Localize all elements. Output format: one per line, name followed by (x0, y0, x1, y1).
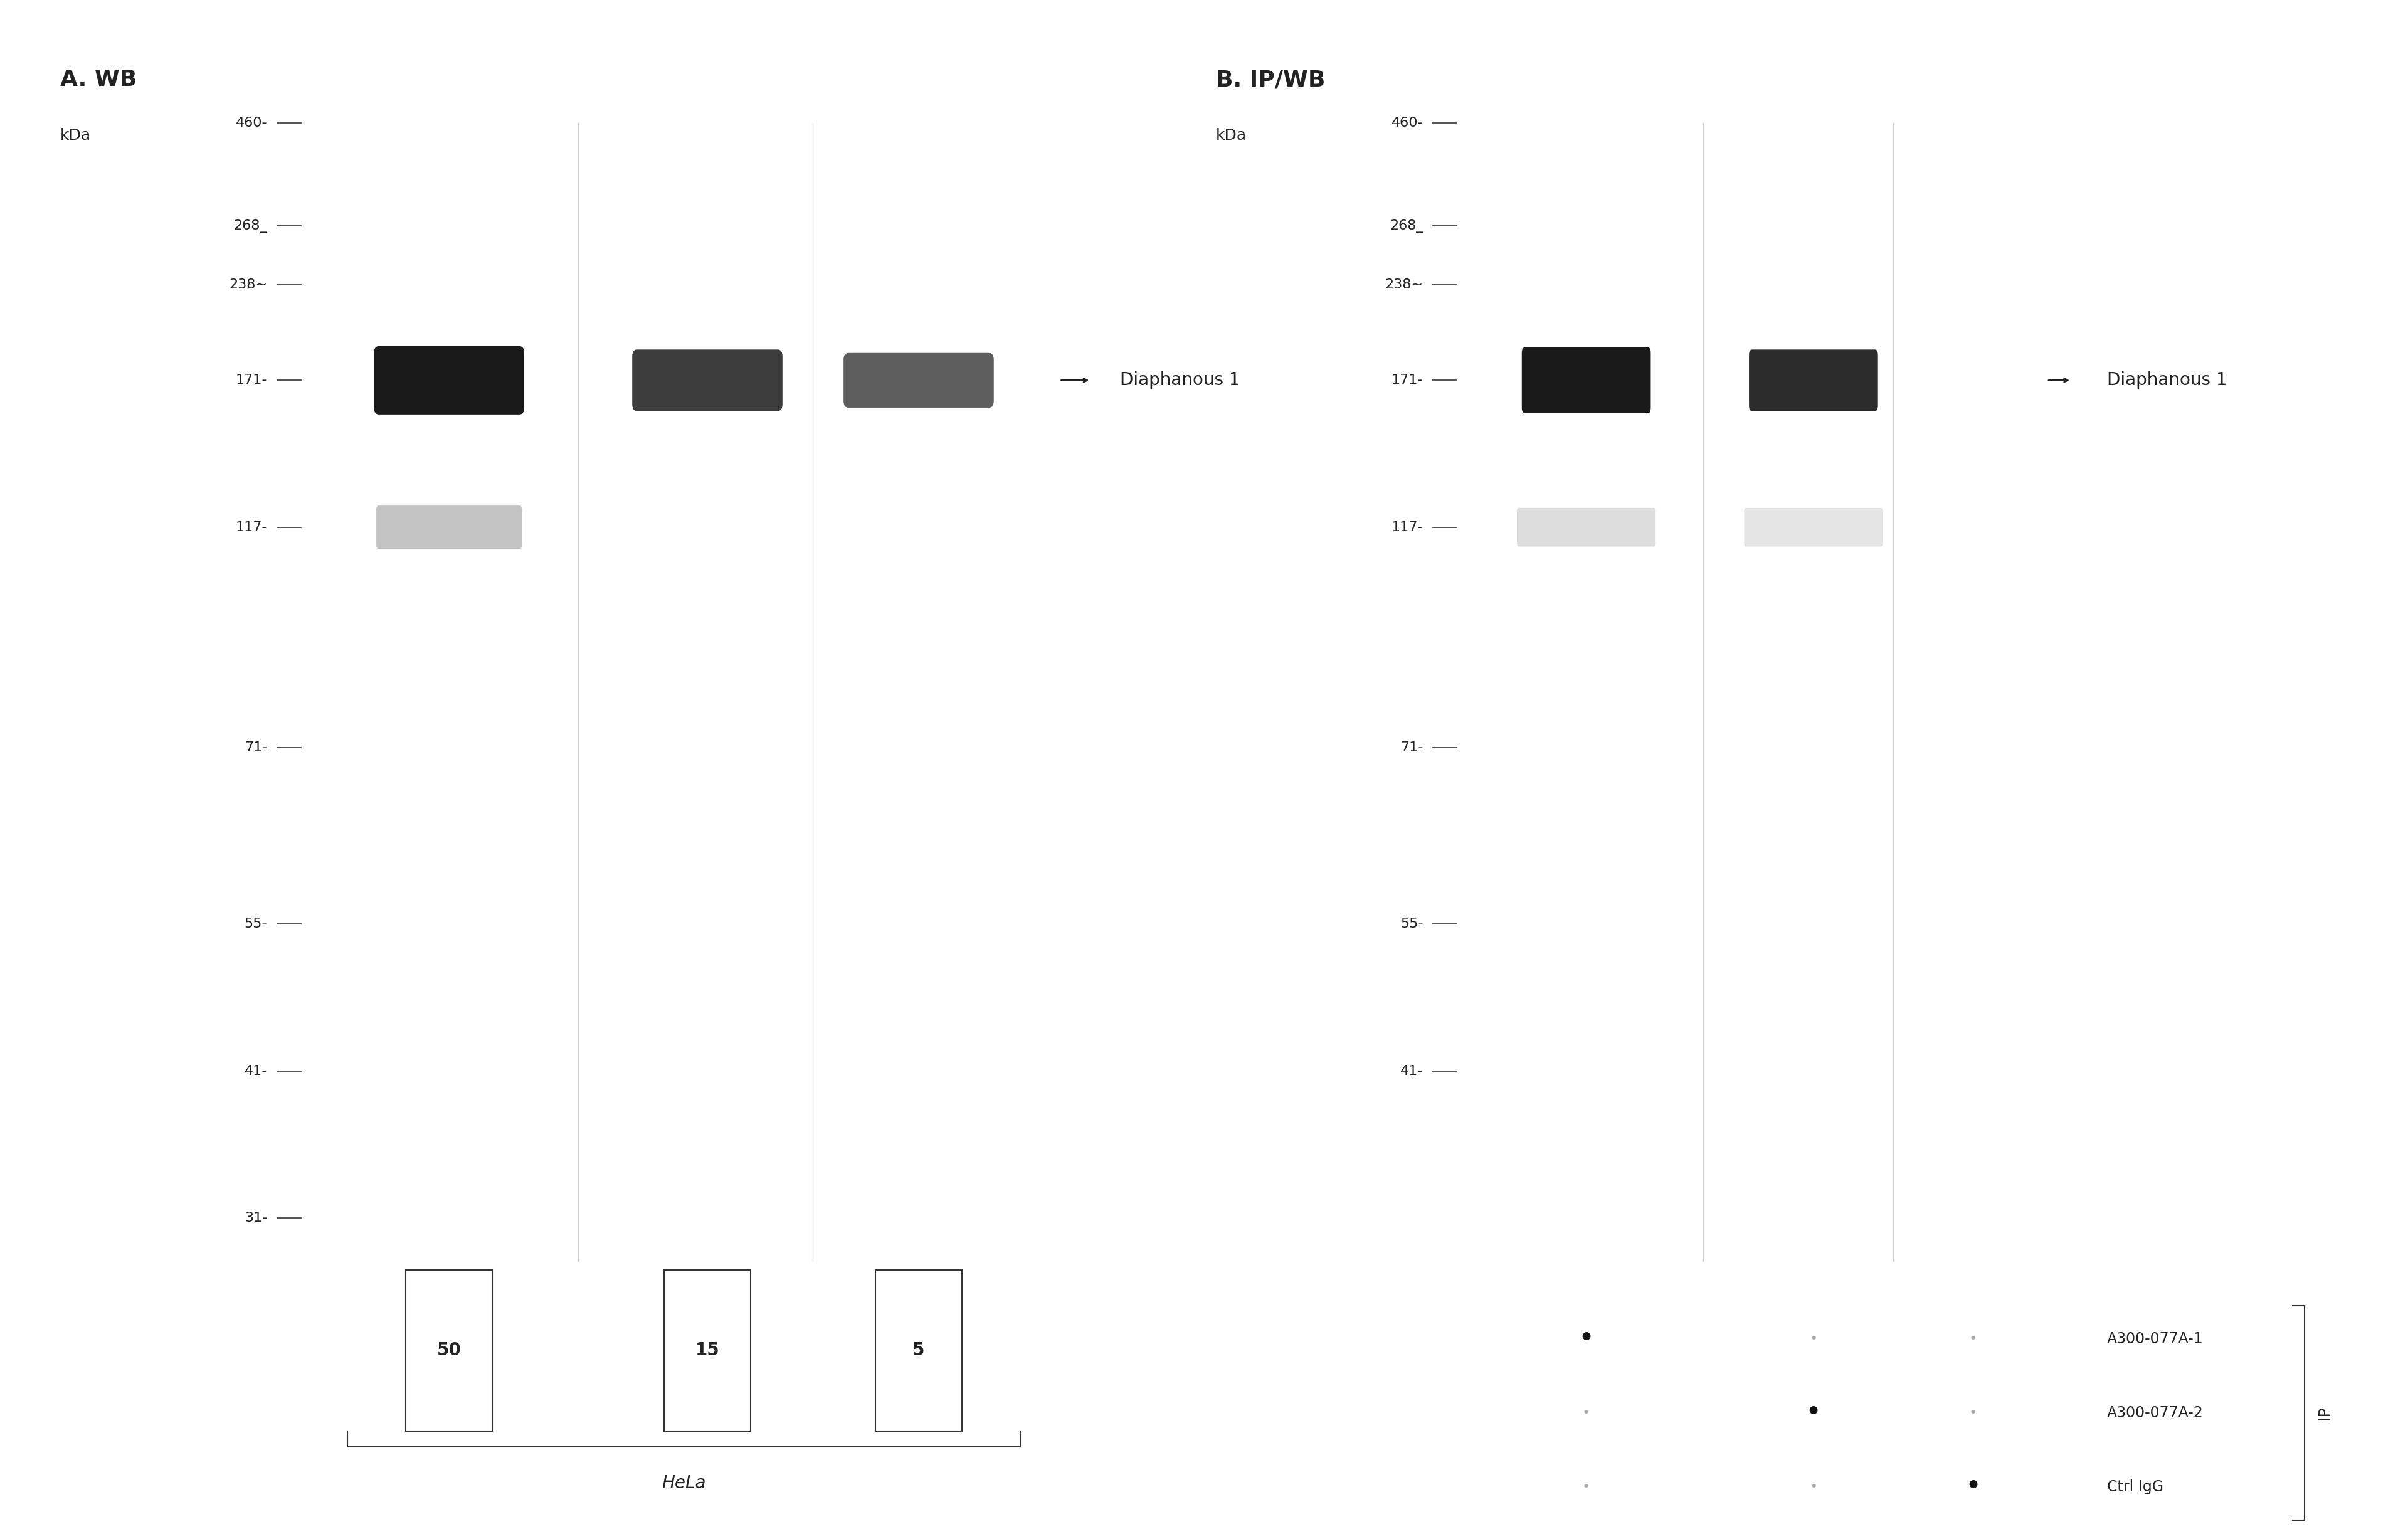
Text: 460-: 460- (236, 117, 267, 129)
FancyBboxPatch shape (376, 506, 523, 549)
Text: 41-: 41- (246, 1065, 267, 1077)
Text: 117-: 117- (236, 522, 267, 534)
Text: A300-077A-2: A300-077A-2 (2107, 1405, 2203, 1420)
Text: •: • (1970, 1407, 1977, 1419)
Text: •: • (1806, 1399, 1823, 1427)
Text: 117-: 117- (1392, 522, 1423, 534)
FancyBboxPatch shape (1743, 508, 1883, 546)
Text: 238~: 238~ (229, 279, 267, 291)
Text: •: • (1577, 1325, 1594, 1353)
Text: 460-: 460- (1392, 117, 1423, 129)
Text: 238~: 238~ (1385, 279, 1423, 291)
Text: kDa: kDa (1216, 128, 1247, 143)
Text: 55-: 55- (243, 917, 267, 930)
Text: •: • (1808, 1481, 1818, 1493)
Text: HeLa: HeLa (662, 1474, 706, 1491)
FancyBboxPatch shape (843, 352, 995, 408)
Text: 268_: 268_ (1389, 220, 1423, 232)
Text: Ctrl IgG: Ctrl IgG (2107, 1479, 2162, 1494)
Text: 171-: 171- (236, 374, 267, 386)
Text: 268_: 268_ (234, 220, 267, 232)
Text: 31-: 31- (246, 1211, 267, 1224)
Text: 55-: 55- (1399, 917, 1423, 930)
FancyBboxPatch shape (1748, 349, 1878, 411)
FancyBboxPatch shape (373, 346, 525, 414)
Text: 171-: 171- (1392, 374, 1423, 386)
Text: •: • (1970, 1333, 1977, 1345)
Text: Diaphanous 1: Diaphanous 1 (1120, 371, 1240, 389)
Text: 15: 15 (696, 1342, 720, 1359)
FancyBboxPatch shape (633, 349, 783, 411)
FancyBboxPatch shape (1522, 348, 1652, 414)
Text: 41-: 41- (1401, 1065, 1423, 1077)
Text: 50: 50 (436, 1342, 462, 1359)
Text: B. IP/WB: B. IP/WB (1216, 69, 1324, 91)
Text: IP: IP (2316, 1405, 2331, 1420)
Text: A. WB: A. WB (60, 69, 137, 91)
Text: 71-: 71- (1401, 742, 1423, 754)
Text: kDa: kDa (60, 128, 92, 143)
Text: •: • (1582, 1481, 1589, 1493)
Text: Diaphanous 1: Diaphanous 1 (2107, 371, 2227, 389)
Text: 71-: 71- (246, 742, 267, 754)
Text: 5: 5 (913, 1342, 925, 1359)
FancyBboxPatch shape (1517, 508, 1657, 546)
Text: A300-077A-1: A300-077A-1 (2107, 1331, 2203, 1347)
Text: •: • (1582, 1407, 1589, 1419)
Text: •: • (1808, 1333, 1818, 1345)
Text: •: • (1965, 1473, 1982, 1501)
